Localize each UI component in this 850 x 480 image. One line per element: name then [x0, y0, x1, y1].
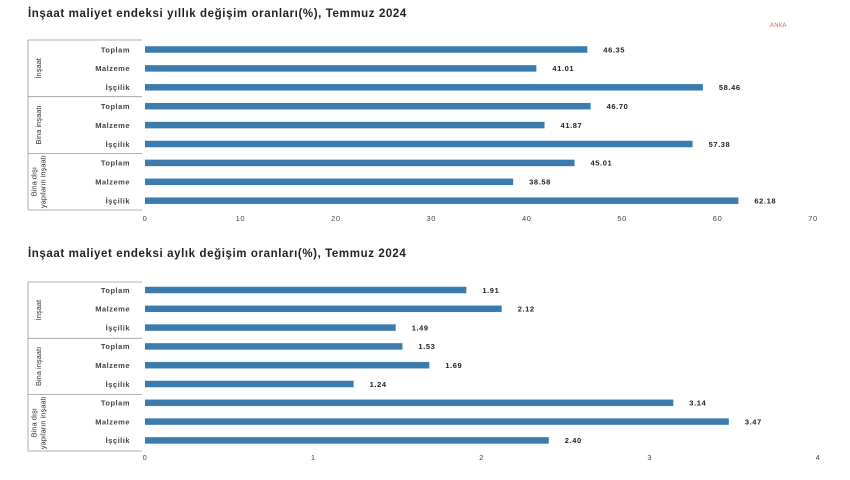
- group-label-line: yapıların inşaatı: [39, 155, 48, 208]
- watermark-logo: ANKA: [770, 22, 787, 29]
- group-label: İnşaat: [34, 299, 43, 320]
- bar: [145, 418, 729, 425]
- x-tick-label: 60: [713, 214, 723, 223]
- group-label-line: Bina inşaatı: [34, 105, 43, 144]
- x-tick-label: 0: [143, 453, 148, 462]
- category-label: İşçilik: [106, 380, 131, 389]
- bar: [145, 159, 575, 167]
- category-label: Toplam: [101, 286, 130, 295]
- bar-value-label: 45.01: [591, 159, 613, 168]
- bar: [145, 121, 545, 129]
- category-label: İşçilik: [106, 140, 131, 149]
- x-tick-label: 50: [617, 214, 627, 223]
- bar-value-label: 41.01: [552, 64, 574, 73]
- bar: [145, 140, 693, 148]
- bar-value-label: 57.38: [709, 140, 731, 149]
- bar-value-label: 58.46: [719, 83, 741, 92]
- group-label-line: Bina inşaatı: [34, 347, 43, 386]
- bar-value-label: 1.69: [445, 361, 462, 370]
- bar: [145, 399, 674, 407]
- x-tick-label: 10: [236, 214, 246, 223]
- bar: [145, 197, 739, 204]
- category-label: İşçilik: [106, 197, 131, 206]
- bar-value-label: 46.35: [603, 45, 625, 54]
- category-label: İşçilik: [106, 436, 131, 445]
- group-label-line: yapıların inşaatı: [39, 396, 48, 449]
- x-tick-label: 30: [427, 214, 437, 223]
- bar-value-label: 2.12: [518, 305, 535, 314]
- x-tick-label: 20: [331, 214, 341, 223]
- bar: [145, 102, 591, 110]
- bar-value-label: 3.14: [689, 399, 706, 408]
- bar: [145, 65, 537, 72]
- bar: [145, 84, 703, 91]
- bar: [145, 324, 396, 331]
- bar: [145, 178, 514, 186]
- x-tick-label: 70: [808, 214, 818, 223]
- category-label: Malzeme: [95, 64, 130, 73]
- bar: [145, 46, 588, 53]
- category-label: Malzeme: [95, 305, 130, 314]
- bar: [145, 437, 549, 444]
- bar: [145, 286, 467, 294]
- category-label: İşçilik: [106, 323, 131, 332]
- bar: [145, 380, 354, 388]
- category-label: Malzeme: [95, 121, 130, 130]
- bar-value-label: 2.40: [565, 436, 582, 445]
- bar-value-label: 38.58: [529, 178, 551, 187]
- x-tick-label: 2: [479, 453, 484, 462]
- category-label: Malzeme: [95, 417, 130, 426]
- monthly-chart-title: İnşaat maliyet endeksi aylık değişim ora…: [28, 248, 407, 260]
- category-label: Malzeme: [95, 361, 130, 370]
- bar: [145, 305, 502, 313]
- bar-value-label: 3.47: [745, 417, 762, 426]
- category-label: Malzeme: [95, 178, 130, 187]
- category-label: Toplam: [101, 45, 130, 54]
- bar-value-label: 1.53: [418, 342, 435, 351]
- group-label-line: Bina dışı: [30, 167, 39, 196]
- bar-value-label: 46.70: [607, 102, 629, 111]
- group-label: Bina dışıyapıların inşaatı: [30, 396, 48, 449]
- bar-value-label: 41.87: [561, 121, 583, 130]
- group-label-line: İnşaat: [34, 57, 43, 78]
- bar-value-label: 1.49: [412, 323, 429, 332]
- bar-value-label: 1.91: [482, 286, 499, 295]
- annual-chart-title: İnşaat maliyet endeksi yıllık değişim or…: [28, 8, 407, 20]
- x-tick-label: 40: [522, 214, 532, 223]
- category-label: İşçilik: [106, 83, 131, 92]
- bar-value-label: 1.24: [370, 380, 387, 389]
- category-label: Toplam: [101, 342, 130, 351]
- monthly-change-chart: İnşaat Toplam 1.91 Malzeme 2.12 İşçilik 1.49 Bi…: [27, 281, 821, 462]
- category-label: Toplam: [101, 399, 130, 408]
- bar: [145, 361, 430, 369]
- x-tick-label: 4: [816, 453, 821, 462]
- group-label-line: İnşaat: [34, 299, 43, 320]
- x-tick-label: 1: [311, 453, 316, 462]
- bar-value-label: 62.18: [754, 197, 776, 206]
- category-label: Toplam: [101, 102, 130, 111]
- group-label-line: Bina dışı: [30, 408, 39, 437]
- group-label: Bina inşaatı: [34, 347, 43, 386]
- category-label: Toplam: [101, 159, 130, 168]
- bar: [145, 343, 403, 350]
- group-label: İnşaat: [34, 57, 43, 78]
- x-tick-label: 0: [143, 214, 148, 223]
- group-label: Bina dışıyapıların inşaatı: [30, 155, 48, 208]
- group-label: Bina inşaatı: [34, 105, 43, 144]
- x-tick-label: 3: [647, 453, 652, 462]
- annual-change-chart: İnşaat Toplam 46.35 Malzeme 41.01 İşçilik 58.4…: [27, 39, 818, 223]
